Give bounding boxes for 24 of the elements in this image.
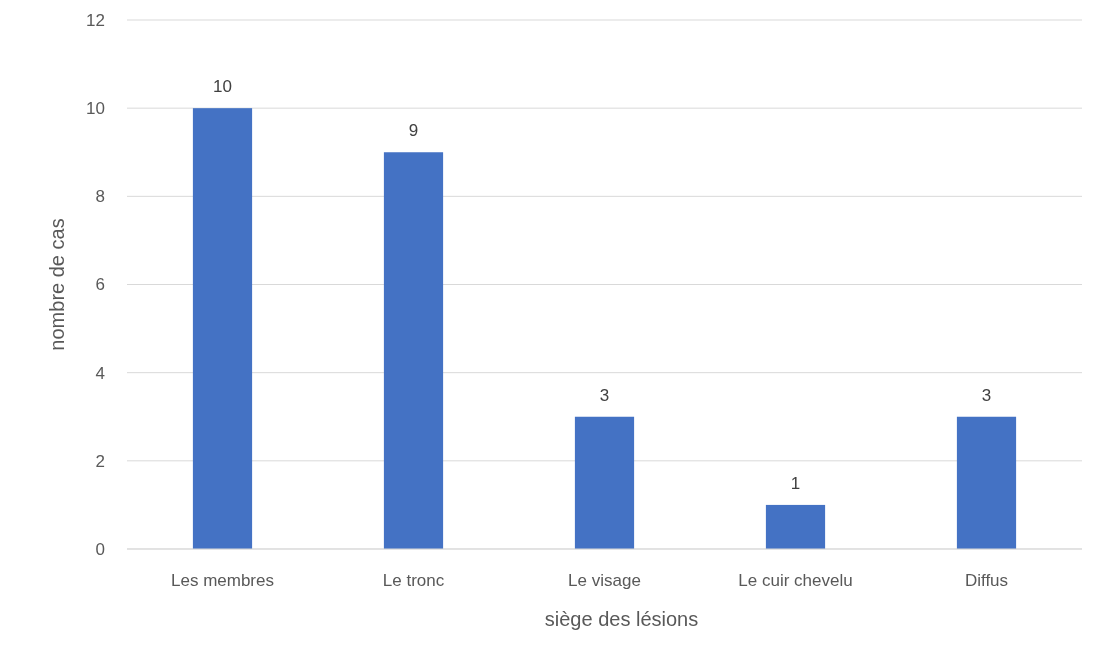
bar bbox=[956, 416, 1017, 549]
x-tick-label: Le cuir chevelu bbox=[738, 571, 853, 590]
y-tick-label: 6 bbox=[95, 275, 105, 295]
y-tick-label: 4 bbox=[95, 363, 105, 383]
x-tick-label: Le visage bbox=[568, 571, 641, 590]
bar bbox=[383, 152, 444, 549]
y-tick-label: 0 bbox=[95, 539, 105, 559]
y-axis-title: nombre de cas bbox=[46, 218, 68, 351]
data-label: 10 bbox=[213, 77, 232, 97]
y-tick-label: 8 bbox=[95, 187, 105, 207]
y-tick-label: 10 bbox=[86, 99, 105, 119]
bar bbox=[574, 416, 635, 549]
x-axis-title: siège des lésions bbox=[544, 608, 699, 630]
x-tick-label: Diffus bbox=[964, 571, 1009, 590]
y-tick-label: 2 bbox=[95, 451, 105, 471]
data-label: 1 bbox=[790, 473, 801, 493]
bar bbox=[765, 504, 826, 549]
data-label: 3 bbox=[599, 385, 610, 405]
bar bbox=[192, 108, 253, 549]
x-tick-label: Les membres bbox=[171, 571, 274, 590]
x-tick-label: Le tronc bbox=[382, 571, 445, 590]
data-label: 9 bbox=[408, 121, 419, 141]
y-tick-label: 12 bbox=[86, 10, 105, 30]
data-label: 3 bbox=[981, 385, 992, 405]
